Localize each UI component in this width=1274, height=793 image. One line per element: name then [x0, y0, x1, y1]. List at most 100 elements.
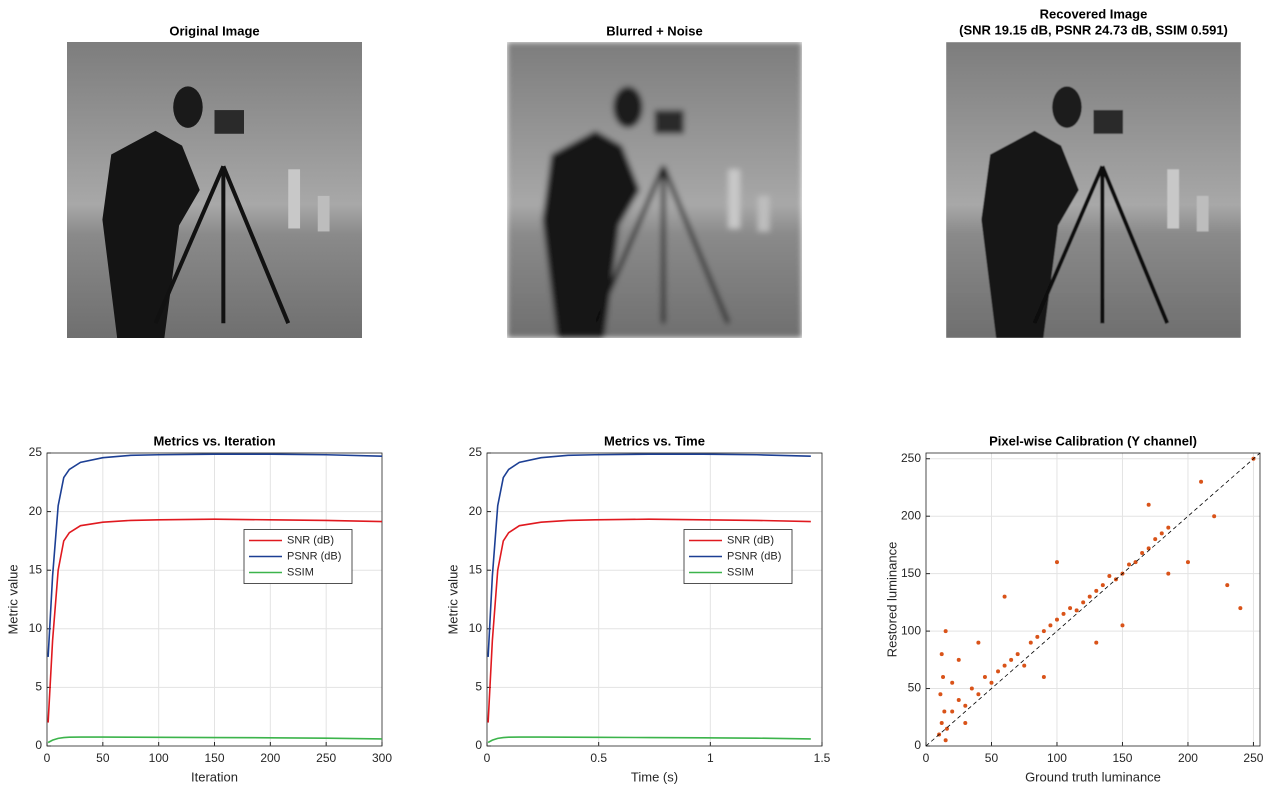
y-tick-label: 15: [29, 562, 43, 576]
y-axis-label: Restored luminance: [884, 542, 899, 658]
x-tick-label: 150: [1112, 751, 1132, 765]
x-tick-label: 1.5: [814, 751, 831, 765]
camera: [215, 110, 245, 134]
scatter-point: [1186, 560, 1190, 564]
y-tick-label: 50: [908, 681, 922, 695]
page: Original Image Blurred + Noise Recovered I…: [0, 0, 1274, 793]
scatter-point: [1160, 531, 1164, 535]
x-tick-label: 250: [1243, 751, 1263, 765]
y-tick-label: 150: [901, 566, 921, 580]
y-axis-label: Metric value: [445, 564, 460, 634]
scatter-point: [1042, 675, 1046, 679]
legend-label: SSIM: [287, 566, 314, 578]
scatter-point: [1003, 664, 1007, 668]
building: [288, 169, 300, 228]
scatter-point: [942, 710, 946, 714]
y-tick-label: 100: [901, 623, 921, 637]
scatter-point: [957, 658, 961, 662]
building: [1167, 169, 1179, 228]
scatter-point: [963, 721, 967, 725]
scatter-point: [983, 675, 987, 679]
scatter-point: [944, 629, 948, 633]
image-panel: [507, 42, 802, 338]
scatter-point: [1062, 612, 1066, 616]
scatter-point: [1035, 635, 1039, 639]
x-tick-label: 0.5: [590, 751, 607, 765]
x-tick-label: 100: [149, 751, 169, 765]
scatter-point: [1107, 574, 1111, 578]
x-tick-label: 200: [260, 751, 280, 765]
building: [1197, 196, 1209, 232]
scatter-point: [989, 681, 993, 685]
scatter-point: [996, 669, 1000, 673]
scatter-point: [1055, 560, 1059, 564]
y-tick-label: 5: [475, 680, 482, 694]
scatter-point: [1094, 589, 1098, 593]
scatter-point: [970, 687, 974, 691]
scatter-point: [1009, 658, 1013, 662]
scatter-point: [1153, 537, 1157, 541]
scatter-point: [1147, 503, 1151, 507]
scatter-point: [1199, 480, 1203, 484]
y-tick-label: 20: [469, 504, 483, 518]
scatter-point: [1120, 623, 1124, 627]
y-tick-label: 15: [469, 562, 483, 576]
y-tick-label: 20: [29, 504, 43, 518]
x-axis-label: Ground truth luminance: [1025, 769, 1161, 784]
plot-area: [487, 453, 822, 746]
y-tick-label: 0: [35, 738, 42, 752]
y-tick-label: 10: [469, 621, 483, 635]
y-tick-label: 0: [475, 738, 482, 752]
scatter-point: [940, 721, 944, 725]
y-tick-label: 25: [469, 445, 483, 459]
scatter-point: [1055, 618, 1059, 622]
image-title: Recovered Image: [1040, 6, 1148, 21]
scatter-point: [1140, 551, 1144, 555]
x-tick-label: 200: [1178, 751, 1198, 765]
legend-label: PSNR (dB): [727, 550, 781, 562]
scatter-point: [940, 652, 944, 656]
camera: [1094, 110, 1124, 134]
y-tick-label: 0: [914, 738, 921, 752]
scatter-point: [1212, 514, 1216, 518]
scatter-point: [1016, 652, 1020, 656]
building: [758, 196, 770, 232]
x-tick-label: 50: [985, 751, 999, 765]
head: [613, 86, 643, 127]
scatter-point: [1068, 606, 1072, 610]
building: [318, 196, 330, 232]
image-title: Blurred + Noise: [606, 23, 702, 38]
y-tick-label: 25: [29, 445, 43, 459]
legend-label: SNR (dB): [287, 534, 334, 546]
scatter-point: [1048, 623, 1052, 627]
scatter-point: [1003, 595, 1007, 599]
scatter-point: [1029, 641, 1033, 645]
scatter-point: [976, 692, 980, 696]
y-tick-label: 250: [901, 451, 921, 465]
image-panel: [67, 42, 362, 338]
scatter-point: [1042, 629, 1046, 633]
y-tick-label: 5: [35, 680, 42, 694]
chart-title: Pixel-wise Calibration (Y channel): [989, 433, 1197, 448]
x-axis-label: Iteration: [191, 769, 238, 784]
image-title: Original Image: [169, 23, 259, 38]
x-tick-label: 0: [44, 751, 51, 765]
y-tick-label: 200: [901, 508, 921, 522]
image-subtitle: (SNR 19.15 dB, PSNR 24.73 dB, SSIM 0.591…: [959, 22, 1228, 37]
y-tick-label: 10: [29, 621, 43, 635]
scatter-point: [976, 641, 980, 645]
x-tick-label: 1: [707, 751, 714, 765]
scatter-point: [1075, 608, 1079, 612]
image-panel: [946, 42, 1241, 338]
scatter-point: [944, 738, 948, 742]
chart-title: Metrics vs. Iteration: [153, 433, 275, 448]
legend-label: SSIM: [727, 566, 754, 578]
scatter-point: [1127, 562, 1131, 566]
scatter-point: [1225, 583, 1229, 587]
legend-label: PSNR (dB): [287, 550, 341, 562]
scatter-point: [1094, 641, 1098, 645]
head: [1052, 86, 1082, 127]
legend-label: SNR (dB): [727, 534, 774, 546]
building: [728, 169, 740, 228]
x-tick-label: 0: [923, 751, 930, 765]
